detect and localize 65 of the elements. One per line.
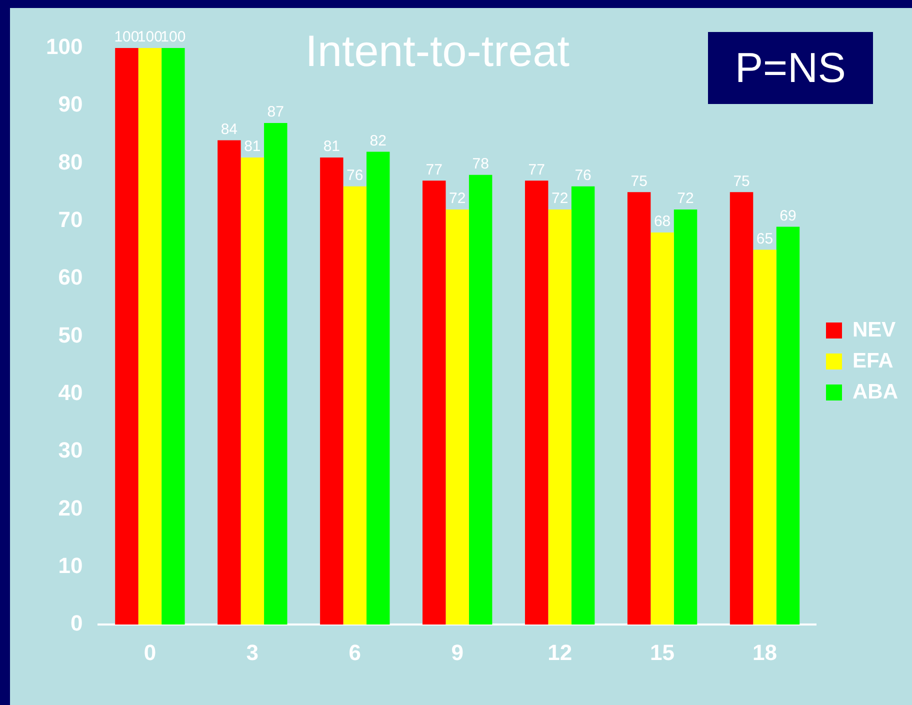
chart-title: Intent-to-treat: [305, 27, 570, 76]
y-tick-label: 80: [58, 149, 83, 174]
bar: [524, 180, 548, 625]
bar: [730, 192, 754, 625]
data-label: 65: [756, 230, 774, 248]
bar: [753, 250, 776, 625]
y-tick-label: 30: [58, 438, 83, 463]
bar: [571, 186, 595, 625]
bar: [366, 152, 390, 625]
y-tick-label: 90: [58, 92, 83, 117]
data-label: 82: [370, 132, 386, 150]
y-tick-label: 20: [58, 495, 83, 520]
x-tick-label: 18: [752, 640, 778, 665]
bar: [218, 140, 241, 625]
bar: [674, 209, 698, 625]
data-label: 84: [220, 120, 238, 138]
data-label: 100: [160, 28, 186, 46]
data-label: 100: [114, 28, 140, 46]
bar: [343, 186, 366, 625]
y-tick-label: 50: [58, 322, 83, 348]
data-label: 76: [346, 167, 364, 184]
bar: [446, 209, 469, 625]
data-label: 81: [244, 138, 261, 156]
x-tick-label: 12: [548, 640, 572, 665]
data-label: 100: [137, 28, 162, 46]
y-tick-label: 10: [58, 553, 83, 578]
data-label: 72: [551, 190, 568, 208]
y-tick-label: 40: [58, 380, 83, 406]
data-label: 87: [267, 104, 284, 121]
data-label: 81: [323, 138, 340, 156]
bar: [422, 180, 446, 625]
data-label: 78: [472, 155, 489, 172]
data-label: 72: [677, 190, 694, 208]
bar: [264, 122, 288, 625]
legend-label: ABA: [852, 380, 898, 404]
data-label: 72: [449, 190, 466, 208]
annotation: P=NS: [708, 32, 873, 104]
legend-label: EFA: [852, 349, 894, 372]
x-tick-label: 3: [246, 640, 259, 665]
y-tick-label: 70: [58, 207, 83, 232]
y-tick-label: 60: [58, 264, 83, 290]
y-tick-label: 100: [46, 34, 83, 60]
bar: [162, 48, 185, 625]
data-label: 77: [528, 161, 545, 178]
bar: [650, 232, 674, 625]
bar: [115, 48, 138, 625]
bar: [627, 192, 651, 625]
data-label: 75: [733, 172, 750, 190]
bar: [320, 158, 344, 625]
data-label: 77: [426, 161, 442, 178]
bar: [138, 48, 162, 625]
data-label: 68: [654, 213, 671, 230]
x-tick-label: 15: [650, 640, 675, 665]
legend-label: NEV: [852, 318, 896, 342]
y-tick-label: 0: [70, 610, 83, 636]
x-tick-label: 6: [348, 640, 362, 665]
bar: [548, 209, 572, 625]
data-label: 69: [780, 207, 796, 224]
bar: [240, 158, 264, 625]
bar: [776, 226, 800, 625]
bar: [468, 174, 492, 625]
data-label: 76: [574, 167, 592, 184]
x-tick-label: 0: [144, 640, 156, 665]
x-tick-label: 9: [451, 640, 464, 665]
data-label: 75: [630, 172, 648, 190]
